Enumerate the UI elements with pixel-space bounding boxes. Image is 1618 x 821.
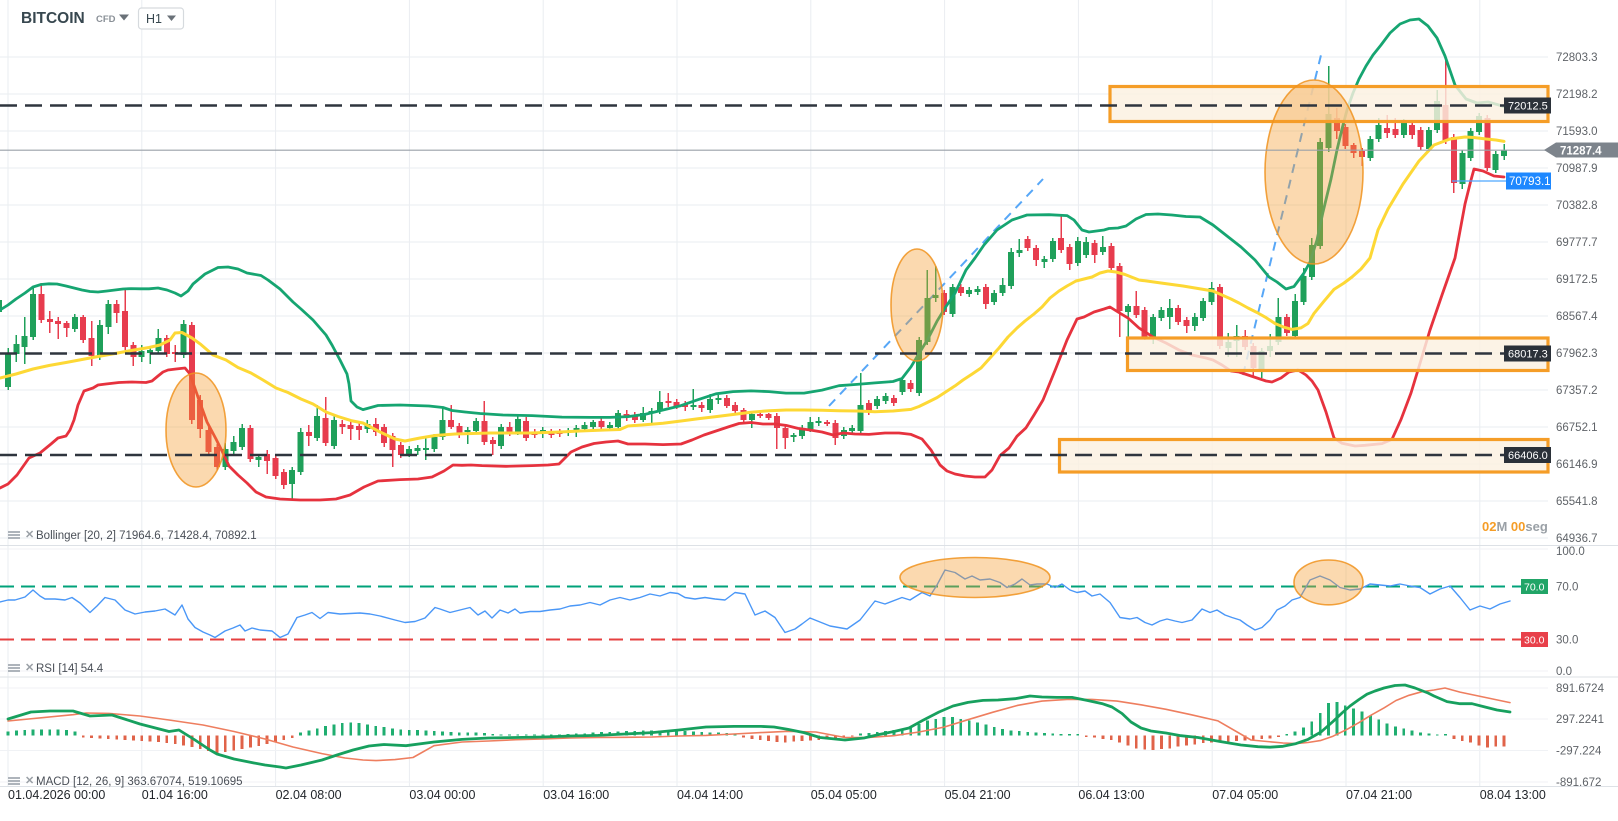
svg-text:✕: ✕ (25, 529, 34, 541)
svg-text:✕: ✕ (25, 775, 34, 787)
svg-text:✕: ✕ (25, 662, 34, 674)
svg-text:08.04 13:00: 08.04 13:00 (1480, 788, 1546, 802)
svg-text:65541.8: 65541.8 (1556, 496, 1598, 508)
svg-text:66146.9: 66146.9 (1556, 459, 1598, 471)
svg-text:69172.5: 69172.5 (1556, 274, 1598, 286)
svg-text:66406.0: 66406.0 (1508, 450, 1548, 462)
svg-text:06.04 13:00: 06.04 13:00 (1078, 788, 1144, 802)
svg-text:72803.3: 72803.3 (1556, 52, 1598, 64)
svg-text:05.04 21:00: 05.04 21:00 (945, 788, 1011, 802)
svg-text:72012.5: 72012.5 (1508, 101, 1548, 113)
svg-text:30.0: 30.0 (1524, 635, 1545, 647)
svg-text:71287.4: 71287.4 (1560, 146, 1602, 158)
svg-text:MACD [12, 26, 9] 363.67074, 51: MACD [12, 26, 9] 363.67074, 519.10695 (36, 776, 243, 788)
svg-text:297.2241: 297.2241 (1556, 714, 1604, 726)
svg-text:03.04 00:00: 03.04 00:00 (409, 788, 475, 802)
svg-text:02.04 08:00: 02.04 08:00 (276, 788, 342, 802)
svg-text:04.04 14:00: 04.04 14:00 (677, 788, 743, 802)
svg-text:05.04 05:00: 05.04 05:00 (811, 788, 877, 802)
svg-text:H1: H1 (146, 12, 162, 26)
svg-text:01.04.2026 00:00: 01.04.2026 00:00 (8, 788, 105, 802)
svg-text:72198.2: 72198.2 (1556, 89, 1598, 101)
svg-text:891.6724: 891.6724 (1556, 683, 1605, 695)
svg-text:01.04 16:00: 01.04 16:00 (142, 788, 208, 802)
svg-text:68567.4: 68567.4 (1556, 311, 1598, 323)
svg-text:64936.7: 64936.7 (1556, 533, 1598, 545)
svg-text:30.0: 30.0 (1556, 635, 1578, 647)
svg-text:70382.8: 70382.8 (1556, 200, 1598, 212)
svg-text:-297.224: -297.224 (1556, 746, 1602, 758)
svg-text:70.0: 70.0 (1524, 582, 1545, 594)
svg-text:RSI [14] 54.4: RSI [14] 54.4 (36, 663, 104, 675)
svg-text:68017.3: 68017.3 (1508, 349, 1548, 361)
svg-text:69777.7: 69777.7 (1556, 237, 1598, 249)
svg-text:67357.2: 67357.2 (1556, 385, 1598, 397)
svg-text:70793.1: 70793.1 (1509, 176, 1551, 188)
svg-text:BITCOIN: BITCOIN (21, 10, 85, 27)
svg-text:03.04 16:00: 03.04 16:00 (543, 788, 609, 802)
svg-text:70987.9: 70987.9 (1556, 163, 1598, 175)
svg-text:CFD: CFD (96, 14, 116, 25)
svg-text:67962.3: 67962.3 (1556, 348, 1598, 360)
svg-text:Bollinger [20, 2] 71964.6, 714: Bollinger [20, 2] 71964.6, 71428.4, 7089… (36, 530, 257, 542)
svg-text:0.0: 0.0 (1556, 666, 1572, 678)
svg-text:66752.1: 66752.1 (1556, 422, 1598, 434)
svg-text:02M 00seg: 02M 00seg (1482, 519, 1548, 534)
svg-text:100.0: 100.0 (1556, 546, 1585, 558)
svg-text:07.04 21:00: 07.04 21:00 (1346, 788, 1412, 802)
svg-text:07.04 05:00: 07.04 05:00 (1212, 788, 1278, 802)
svg-text:70.0: 70.0 (1556, 582, 1578, 594)
svg-text:-891.672: -891.672 (1556, 777, 1601, 789)
svg-text:71593.0: 71593.0 (1556, 126, 1598, 138)
